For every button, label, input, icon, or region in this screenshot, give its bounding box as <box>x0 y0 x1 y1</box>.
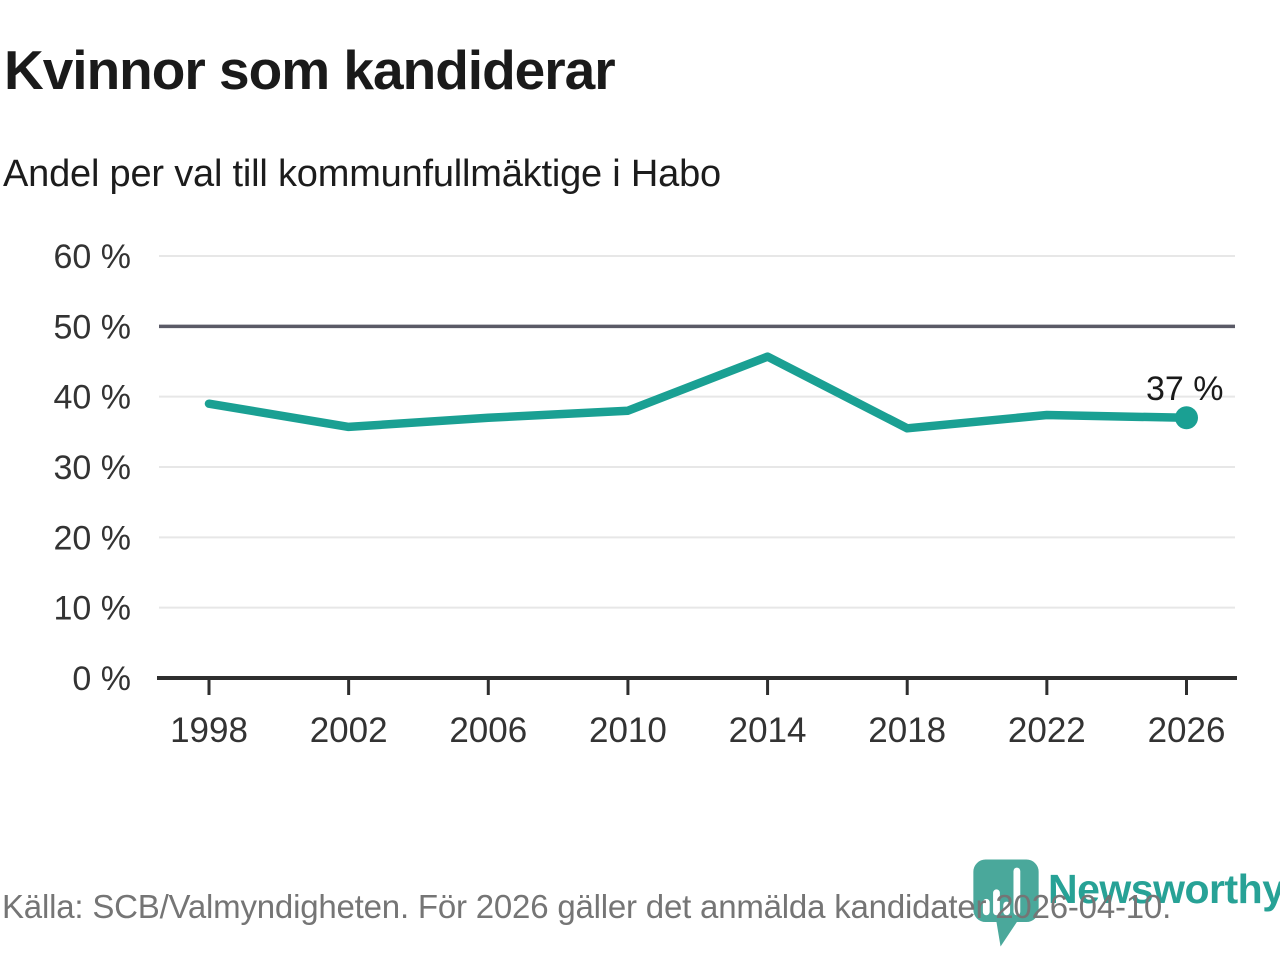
x-axis-label: 1998 <box>170 711 248 750</box>
x-axis-label: 2002 <box>310 711 388 750</box>
x-axis-label: 2010 <box>589 711 667 750</box>
x-axis-label: 2022 <box>1008 711 1086 750</box>
page-title: Kvinnor som kandiderar <box>4 39 616 101</box>
y-axis-label: 20 % <box>54 519 132 557</box>
y-axis-label: 40 % <box>54 379 132 417</box>
newsworthy-logo-icon <box>973 859 1039 947</box>
source-note: Källa: SCB/Valmyndigheten. För 2026 gäll… <box>2 888 1172 925</box>
x-axis-label: 2014 <box>729 711 807 750</box>
x-axis-label: 2018 <box>868 711 946 750</box>
x-axis-label: 2006 <box>449 711 527 750</box>
newsworthy-logo: Newsworthy <box>972 858 1280 953</box>
y-axis-label: 0 % <box>72 660 131 698</box>
page-subtitle: Andel per val till kommunfullmäktige i H… <box>3 153 721 195</box>
data-line <box>204 352 1191 433</box>
x-axis-label: 2026 <box>1148 711 1226 750</box>
y-axis-label: 50 % <box>54 308 132 346</box>
end-point <box>1175 406 1198 430</box>
y-axis-label: 60 % <box>54 238 132 276</box>
end-value-label: 37 % <box>1146 370 1224 408</box>
y-axis-label: 10 % <box>54 590 132 628</box>
y-axis-label: 30 % <box>54 449 132 487</box>
newsworthy-wordmark: Newsworthy <box>1048 866 1280 912</box>
